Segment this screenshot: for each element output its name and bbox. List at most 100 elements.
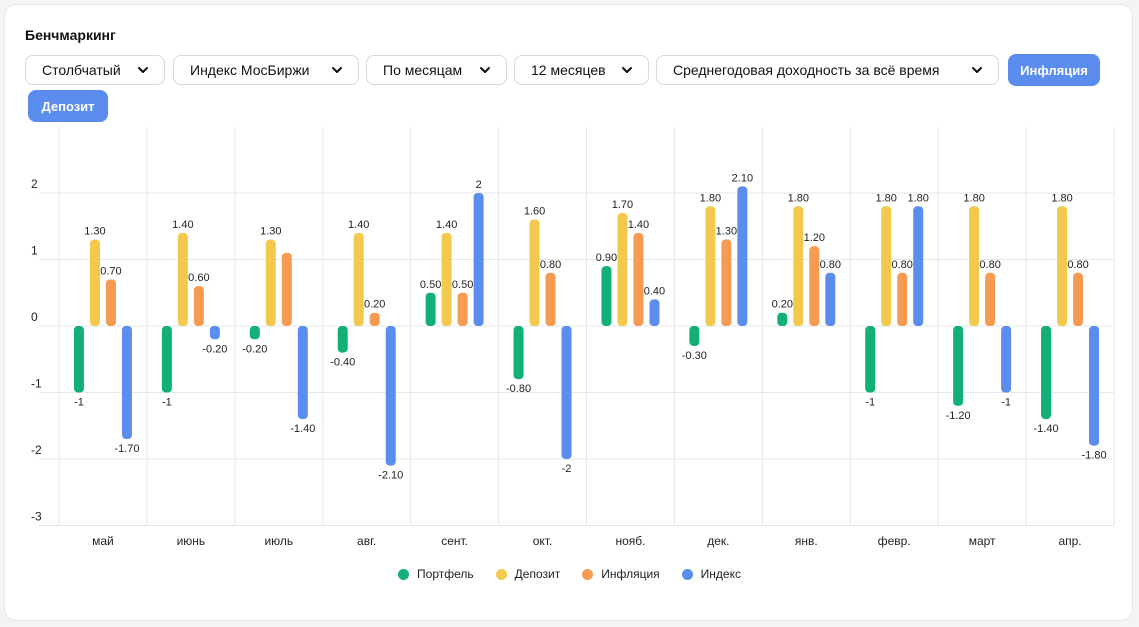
bar-index: [121, 326, 132, 440]
data-label: -1: [162, 397, 172, 409]
bar-deposit: [969, 206, 980, 326]
data-label: 0.80: [540, 259, 561, 271]
bar-portfolio: [161, 326, 172, 393]
x-tick-label: авг.: [357, 534, 376, 548]
legend-item-portfolio[interactable]: Портфель: [398, 567, 474, 581]
bar-index: [1001, 326, 1012, 393]
bar-portfolio: [1041, 326, 1052, 420]
bar-portfolio: [953, 326, 964, 406]
legend-label: Депозит: [514, 567, 561, 581]
bar-portfolio: [865, 326, 876, 393]
bar-index: [913, 206, 924, 326]
data-label: 1.30: [260, 226, 281, 238]
bar-index: [737, 186, 748, 326]
period-dropdown[interactable]: По месяцам: [366, 55, 507, 85]
data-label: 0.40: [644, 285, 665, 297]
data-label: 0.20: [364, 299, 385, 311]
bar-inflation: [281, 252, 292, 326]
bar-inflation: [369, 312, 380, 326]
bar-inflation: [721, 239, 732, 326]
data-label: 1.70: [612, 199, 633, 211]
x-tick-label: окт.: [533, 534, 553, 548]
data-label: -0.80: [506, 383, 531, 395]
bar-deposit: [881, 206, 892, 326]
data-label: -1.40: [290, 423, 315, 435]
bar-portfolio: [425, 292, 436, 326]
data-label: -1.70: [114, 443, 139, 455]
bar-index: [297, 326, 308, 420]
data-label: 0.50: [452, 279, 473, 291]
data-label: -0.40: [330, 357, 355, 369]
range-label: 12 месяцев: [531, 62, 606, 78]
data-label: 0.70: [100, 265, 121, 277]
data-label: 1.40: [172, 219, 193, 231]
y-tick-label: 0: [31, 310, 38, 324]
data-label: 1.80: [700, 192, 721, 204]
x-tick-label: июль: [264, 534, 293, 548]
legend-item-inflation[interactable]: Инфляция: [582, 567, 660, 581]
metric-label: Среднегодовая доходность за всё время: [673, 62, 940, 78]
y-tick-label: 1: [31, 244, 38, 258]
index-dropdown[interactable]: Индекс МосБиржи: [173, 55, 359, 85]
x-tick-label: нояб.: [615, 534, 645, 548]
bar-index: [473, 193, 484, 326]
data-label: 1.80: [788, 192, 809, 204]
x-tick-label: янв.: [795, 534, 818, 548]
x-tick-label: май: [92, 534, 114, 548]
x-tick-label: сент.: [441, 534, 468, 548]
legend-swatch: [495, 568, 507, 580]
data-label: 1.40: [348, 219, 369, 231]
data-label: -1: [865, 397, 875, 409]
range-dropdown[interactable]: 12 месяцев: [514, 55, 649, 85]
bar-deposit: [441, 232, 452, 326]
legend-label: Индекс: [700, 567, 741, 581]
chevron-down-icon: [972, 67, 982, 73]
chart-type-dropdown[interactable]: Столбчатый: [25, 55, 165, 85]
data-label: 1.40: [436, 219, 457, 231]
bar-inflation: [809, 246, 820, 326]
x-tick-label: июнь: [177, 534, 206, 548]
data-label: 1.30: [716, 226, 737, 238]
bar-index: [1089, 326, 1100, 446]
bar-deposit: [265, 239, 276, 326]
y-tick-label: -3: [31, 510, 42, 524]
deposit-toggle-button[interactable]: Депозит: [28, 90, 108, 122]
x-tick-label: март: [969, 534, 996, 548]
data-label: -0.20: [202, 343, 227, 355]
bar-index: [209, 326, 220, 340]
data-label: -0.20: [242, 343, 267, 355]
bar-portfolio: [777, 312, 788, 326]
bar-deposit: [529, 219, 540, 326]
bar-deposit: [353, 232, 364, 326]
bar-portfolio: [513, 326, 524, 380]
chevron-down-icon: [622, 67, 632, 73]
chart-legend: Портфель Депозит Инфляция Индекс: [5, 567, 1134, 581]
chevron-down-icon: [332, 67, 342, 73]
bar-index: [561, 326, 572, 459]
bar-inflation: [1073, 272, 1084, 326]
chevron-down-icon: [480, 67, 490, 73]
data-label: 1.60: [524, 206, 545, 218]
period-label: По месяцам: [383, 62, 463, 78]
legend-label: Портфель: [417, 567, 474, 581]
data-label: 1.80: [907, 192, 928, 204]
data-label: 0.80: [820, 259, 841, 271]
chevron-down-icon: [138, 67, 148, 73]
data-label: -1.20: [946, 410, 971, 422]
legend-swatch: [398, 568, 410, 580]
data-label: 1.40: [628, 219, 649, 231]
data-label: 2: [476, 179, 482, 191]
data-label: 0.80: [979, 259, 1000, 271]
bar-inflation: [633, 232, 644, 326]
x-tick-label: дек.: [707, 534, 729, 548]
legend-item-index[interactable]: Индекс: [681, 567, 741, 581]
legend-item-deposit[interactable]: Депозит: [495, 567, 561, 581]
bar-deposit: [89, 239, 100, 326]
bar-inflation: [897, 272, 908, 326]
inflation-toggle-button[interactable]: Инфляция: [1008, 54, 1100, 86]
metric-dropdown[interactable]: Среднегодовая доходность за всё время: [656, 55, 999, 85]
y-tick-label: 2: [31, 177, 38, 191]
data-label: -1.80: [1082, 450, 1107, 462]
bar-deposit: [1057, 206, 1068, 326]
page-title: Бенчмаркинг: [25, 27, 116, 43]
